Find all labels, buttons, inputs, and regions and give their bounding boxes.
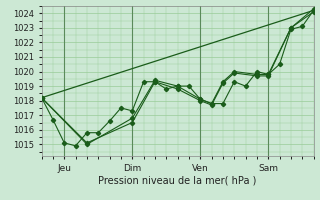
X-axis label: Pression niveau de la mer( hPa ): Pression niveau de la mer( hPa ) bbox=[99, 175, 257, 185]
